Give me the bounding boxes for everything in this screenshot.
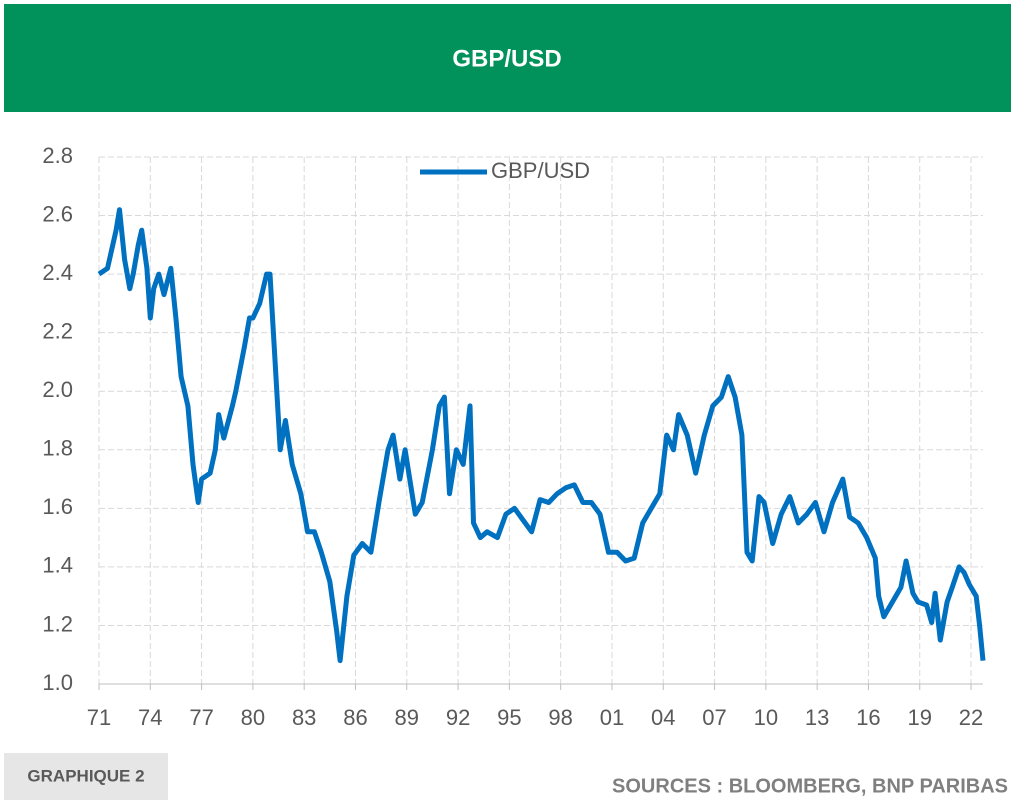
footer-label-box [4, 753, 168, 800]
footer-label: GRAPHIQUE 2 [27, 766, 144, 785]
x-tick-label: 13 [805, 705, 829, 730]
legend-label: GBP/USD [491, 158, 590, 183]
x-tick-label: 01 [600, 705, 624, 730]
x-tick-label: 86 [343, 705, 367, 730]
x-tick-label: 22 [959, 705, 983, 730]
x-tick-label: 95 [497, 705, 521, 730]
y-tick-label: 2.4 [42, 260, 73, 285]
x-tick-label: 92 [446, 705, 470, 730]
x-tick-label: 19 [907, 705, 931, 730]
x-tick-label: 16 [856, 705, 880, 730]
y-tick-label: 1.2 [42, 611, 73, 636]
y-tick-label: 2.6 [42, 201, 73, 226]
x-tick-label: 71 [87, 705, 111, 730]
x-tick-label: 10 [754, 705, 778, 730]
x-tick-label: 83 [292, 705, 316, 730]
x-tick-label: 98 [548, 705, 572, 730]
x-tick-label: 74 [138, 705, 162, 730]
header-band [4, 4, 1011, 112]
x-tick-label: 80 [241, 705, 265, 730]
x-tick-label: 77 [189, 705, 213, 730]
x-tick-label: 04 [651, 705, 675, 730]
y-tick-label: 2.2 [42, 318, 73, 343]
y-tick-label: 1.0 [42, 670, 73, 695]
y-tick-label: 1.6 [42, 494, 73, 519]
x-tick-label: 89 [395, 705, 419, 730]
x-tick-label: 07 [702, 705, 726, 730]
source: SOURCES : BLOOMBERG, BNP PARIBAS [612, 775, 1008, 797]
y-tick-label: 1.4 [42, 553, 73, 578]
y-tick-label: 1.8 [42, 436, 73, 461]
chart-title: GBP/USD [452, 45, 561, 72]
y-tick-label: 2.0 [42, 377, 73, 402]
y-tick-label: 2.8 [42, 143, 73, 168]
series-line [97, 207, 986, 664]
